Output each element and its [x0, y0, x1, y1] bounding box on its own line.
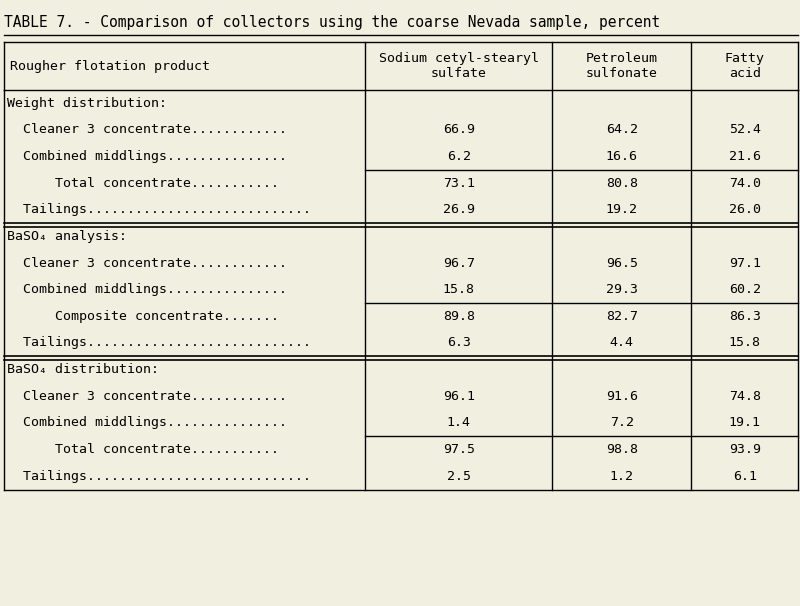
Text: 15.8: 15.8 — [729, 336, 761, 350]
Text: 96.7: 96.7 — [442, 256, 474, 270]
Text: Cleaner 3 concentrate............: Cleaner 3 concentrate............ — [7, 123, 287, 136]
Text: Combined middlings...............: Combined middlings............... — [7, 416, 287, 430]
Text: Cleaner 3 concentrate............: Cleaner 3 concentrate............ — [7, 390, 287, 403]
Text: 73.1: 73.1 — [442, 176, 474, 190]
Text: Cleaner 3 concentrate............: Cleaner 3 concentrate............ — [7, 256, 287, 270]
Text: Total concentrate...........: Total concentrate........... — [7, 443, 279, 456]
Text: 26.0: 26.0 — [729, 203, 761, 216]
Text: 97.5: 97.5 — [442, 443, 474, 456]
Text: 97.1: 97.1 — [729, 256, 761, 270]
Text: TABLE 7. - Comparison of collectors using the coarse Nevada sample, percent: TABLE 7. - Comparison of collectors usin… — [4, 15, 660, 30]
Text: Combined middlings...............: Combined middlings............... — [7, 150, 287, 163]
Text: 91.6: 91.6 — [606, 390, 638, 403]
Text: 6.1: 6.1 — [733, 470, 757, 483]
Text: 93.9: 93.9 — [729, 443, 761, 456]
Text: 80.8: 80.8 — [606, 176, 638, 190]
Text: 19.2: 19.2 — [606, 203, 638, 216]
Text: 60.2: 60.2 — [729, 283, 761, 296]
Text: 4.4: 4.4 — [610, 336, 634, 350]
Text: 6.3: 6.3 — [446, 336, 470, 350]
Text: 15.8: 15.8 — [442, 283, 474, 296]
Text: 16.6: 16.6 — [606, 150, 638, 163]
Text: Tailings............................: Tailings............................ — [7, 470, 311, 483]
Text: Tailings............................: Tailings............................ — [7, 336, 311, 350]
Text: Fatty
acid: Fatty acid — [725, 52, 765, 80]
Text: Rougher flotation product: Rougher flotation product — [10, 59, 210, 73]
Text: 1.4: 1.4 — [446, 416, 470, 430]
Text: 96.1: 96.1 — [442, 390, 474, 403]
Text: 7.2: 7.2 — [610, 416, 634, 430]
Text: BaSO₄ analysis:: BaSO₄ analysis: — [7, 230, 127, 243]
Text: 64.2: 64.2 — [606, 123, 638, 136]
Text: 74.0: 74.0 — [729, 176, 761, 190]
Text: 19.1: 19.1 — [729, 416, 761, 430]
Text: Sodium cetyl-stearyl
sulfate: Sodium cetyl-stearyl sulfate — [378, 52, 538, 80]
Text: 1.2: 1.2 — [610, 470, 634, 483]
Text: 2.5: 2.5 — [446, 470, 470, 483]
Text: Total concentrate...........: Total concentrate........... — [7, 176, 279, 190]
Text: 96.5: 96.5 — [606, 256, 638, 270]
Text: Combined middlings...............: Combined middlings............... — [7, 283, 287, 296]
Text: 29.3: 29.3 — [606, 283, 638, 296]
Text: BaSO₄ distribution:: BaSO₄ distribution: — [7, 363, 159, 376]
Text: 89.8: 89.8 — [442, 310, 474, 323]
Text: 26.9: 26.9 — [442, 203, 474, 216]
Text: 66.9: 66.9 — [442, 123, 474, 136]
Text: 74.8: 74.8 — [729, 390, 761, 403]
Text: 21.6: 21.6 — [729, 150, 761, 163]
Text: 52.4: 52.4 — [729, 123, 761, 136]
Text: 6.2: 6.2 — [446, 150, 470, 163]
Text: 82.7: 82.7 — [606, 310, 638, 323]
Text: Petroleum
sulfonate: Petroleum sulfonate — [586, 52, 658, 80]
Text: Weight distribution:: Weight distribution: — [7, 96, 167, 110]
Text: 98.8: 98.8 — [606, 443, 638, 456]
Text: Tailings............................: Tailings............................ — [7, 203, 311, 216]
Text: 86.3: 86.3 — [729, 310, 761, 323]
Text: Composite concentrate.......: Composite concentrate....... — [7, 310, 279, 323]
